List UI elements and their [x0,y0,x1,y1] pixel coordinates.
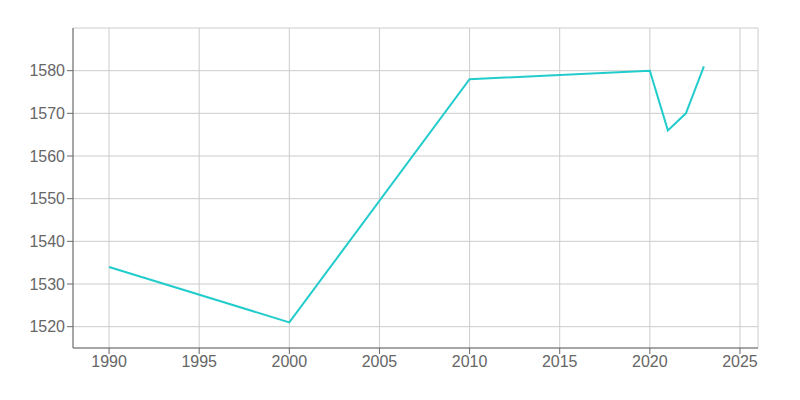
svg-text:1570: 1570 [29,105,65,122]
svg-text:1995: 1995 [181,353,217,370]
svg-text:1530: 1530 [29,276,65,293]
svg-text:1580: 1580 [29,62,65,79]
svg-text:2020: 2020 [632,353,668,370]
svg-text:2010: 2010 [452,353,488,370]
svg-text:1990: 1990 [91,353,127,370]
svg-text:2005: 2005 [362,353,398,370]
svg-text:1550: 1550 [29,190,65,207]
svg-text:1560: 1560 [29,148,65,165]
svg-text:1520: 1520 [29,318,65,335]
svg-text:2015: 2015 [542,353,578,370]
svg-text:2000: 2000 [272,353,308,370]
svg-text:1540: 1540 [29,233,65,250]
svg-text:2025: 2025 [722,353,758,370]
